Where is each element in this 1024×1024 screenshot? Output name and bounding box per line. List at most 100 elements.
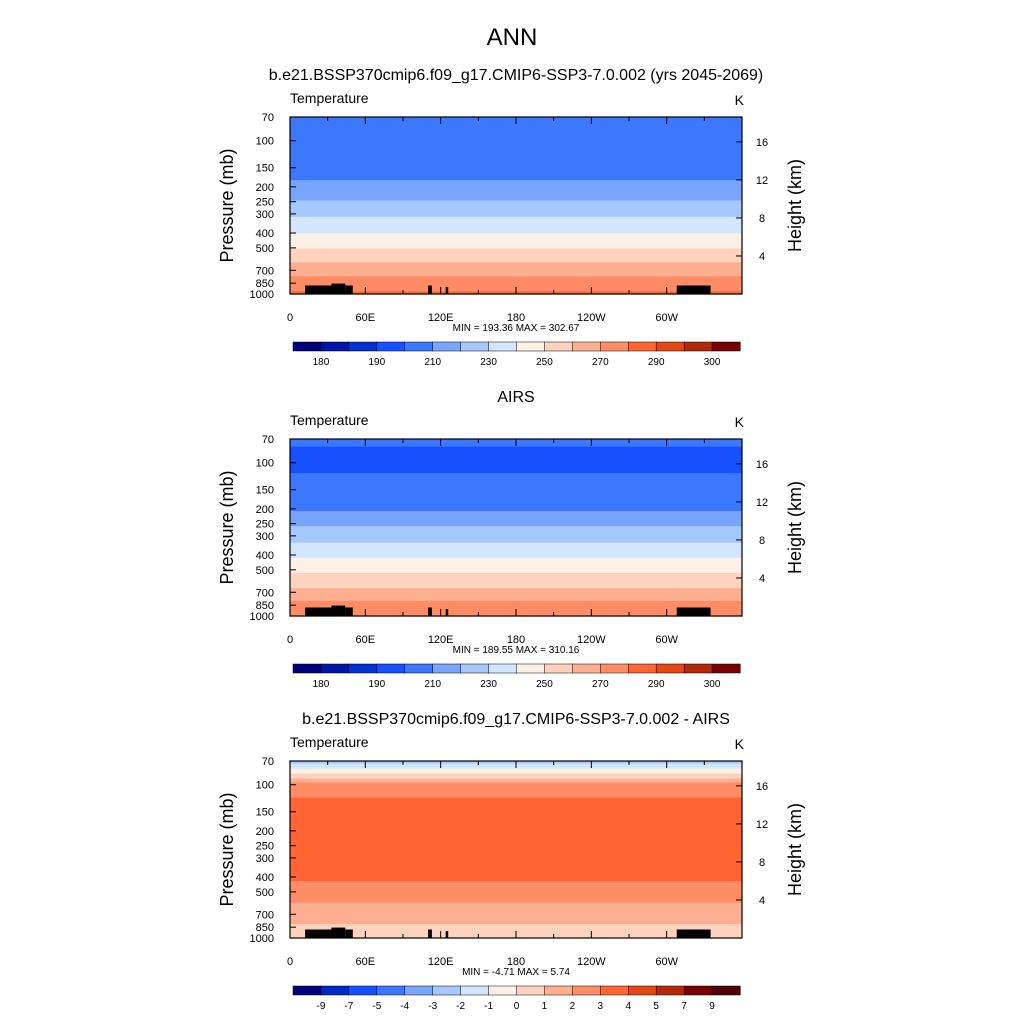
variable-label: Temperature bbox=[290, 90, 369, 106]
contour-band bbox=[290, 247, 742, 250]
contour-band bbox=[290, 767, 742, 770]
contour-band bbox=[290, 476, 742, 479]
contour-band bbox=[290, 156, 742, 159]
contour-band bbox=[290, 570, 742, 573]
contour-band bbox=[290, 835, 742, 838]
contour-band bbox=[290, 130, 742, 133]
contour-band bbox=[290, 807, 742, 810]
contour-band bbox=[290, 499, 742, 502]
contour-band bbox=[290, 821, 742, 824]
contour-band bbox=[290, 181, 742, 184]
contour-band bbox=[290, 503, 742, 506]
left-axis-title: Pressure (mb) bbox=[217, 792, 237, 906]
contour-band bbox=[290, 485, 742, 488]
contour-band bbox=[290, 239, 742, 242]
contour-band bbox=[290, 459, 742, 462]
pressure-tick-label: 200 bbox=[256, 504, 274, 516]
terrain-block bbox=[331, 605, 346, 616]
colorbar-swatch bbox=[600, 985, 629, 996]
contour-band bbox=[290, 190, 742, 193]
colorbar-swatch bbox=[432, 663, 462, 674]
height-tick-label: 4 bbox=[759, 573, 765, 585]
contour-band bbox=[290, 280, 742, 282]
contour-band bbox=[290, 445, 742, 448]
colorbar-swatch bbox=[628, 663, 657, 674]
contour-band bbox=[290, 521, 742, 524]
colorbar-label: 300 bbox=[704, 679, 721, 690]
colorbar-swatch bbox=[572, 985, 601, 996]
contour-band bbox=[290, 123, 742, 126]
colorbar-label: 190 bbox=[368, 679, 385, 690]
contour-band bbox=[290, 913, 742, 916]
pressure-tick-label: 250 bbox=[256, 841, 274, 853]
colorbar-swatch bbox=[711, 985, 741, 996]
contour-band bbox=[290, 199, 742, 202]
contour-band bbox=[290, 468, 742, 470]
contour-band bbox=[290, 513, 742, 516]
contour-band bbox=[290, 536, 742, 539]
colorbar-swatch bbox=[655, 663, 685, 674]
contour-band bbox=[290, 785, 742, 787]
contour-band bbox=[290, 153, 742, 156]
lon-tick-label: 60E bbox=[356, 634, 376, 646]
terrain-block bbox=[331, 927, 346, 938]
contour-band bbox=[290, 148, 742, 151]
contour-band bbox=[290, 590, 742, 593]
contour-band bbox=[290, 579, 742, 582]
contour-band bbox=[290, 564, 742, 567]
contour-band bbox=[290, 886, 742, 889]
contour-band bbox=[290, 481, 742, 484]
contour-band bbox=[290, 924, 742, 926]
contour-band bbox=[290, 271, 742, 274]
contour-band bbox=[290, 915, 742, 918]
contour-band bbox=[290, 864, 742, 867]
contour-band bbox=[290, 855, 742, 858]
pressure-tick-label: 150 bbox=[256, 163, 274, 175]
contour-band bbox=[290, 776, 742, 779]
contour-band bbox=[290, 540, 742, 542]
contour-band bbox=[290, 523, 742, 526]
contour-band bbox=[290, 504, 742, 507]
contour-band bbox=[290, 873, 742, 876]
pressure-tick-label: 70 bbox=[262, 434, 274, 446]
contour-band bbox=[290, 902, 742, 905]
lon-tick-label: 120E bbox=[428, 956, 454, 968]
contour-band bbox=[290, 882, 742, 885]
contour-band bbox=[290, 797, 742, 800]
colorbar-swatch bbox=[292, 341, 322, 352]
contour-band bbox=[290, 900, 742, 902]
contour-band bbox=[290, 907, 742, 910]
contour-band bbox=[290, 186, 742, 189]
contour-band bbox=[290, 803, 742, 806]
contour-band bbox=[290, 195, 742, 198]
colorbar-label: 5 bbox=[653, 1001, 659, 1012]
contour-band bbox=[290, 867, 742, 870]
contour-band bbox=[290, 493, 742, 496]
colorbar-swatch bbox=[376, 663, 406, 674]
pressure-tick-label: 700 bbox=[256, 265, 274, 277]
contour-band bbox=[290, 921, 742, 924]
contour-band bbox=[290, 834, 742, 837]
colorbar-label: 3 bbox=[598, 1001, 604, 1012]
contour-band bbox=[290, 844, 742, 847]
contour-band bbox=[290, 201, 742, 204]
contour-band bbox=[290, 127, 742, 129]
contour-band bbox=[290, 588, 742, 591]
contour-band bbox=[290, 189, 742, 191]
colorbar-swatch bbox=[432, 985, 462, 996]
contour-band bbox=[290, 850, 742, 853]
contour-band bbox=[290, 262, 742, 265]
contour-band bbox=[290, 532, 742, 535]
contour-band bbox=[290, 548, 742, 551]
contour-band bbox=[290, 465, 742, 468]
contour-band bbox=[290, 876, 742, 878]
terrain-block bbox=[676, 607, 711, 616]
contour-band bbox=[290, 552, 742, 555]
contour-band bbox=[290, 593, 742, 596]
contour-band bbox=[290, 470, 742, 473]
contour-band bbox=[290, 464, 742, 467]
contour-band bbox=[290, 192, 742, 195]
contour-band bbox=[290, 238, 742, 241]
contour-band bbox=[290, 829, 742, 832]
contour-band bbox=[290, 580, 742, 583]
